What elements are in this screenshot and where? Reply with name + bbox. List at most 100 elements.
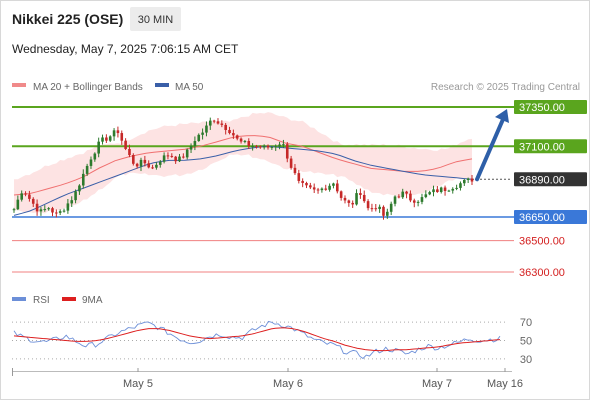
candle-body (447, 190, 451, 192)
candle-body (332, 183, 335, 186)
level-tag-pivot (514, 210, 587, 224)
candle-body (74, 191, 77, 201)
timeframe-badge[interactable] (130, 7, 181, 31)
x-axis: May 5 May 6 May 7 May 16 (12, 368, 523, 390)
ma20-legend-swatch (12, 83, 26, 87)
candle-body (374, 208, 378, 210)
candle-body (97, 141, 100, 154)
candle-body (124, 140, 127, 149)
candle-body (47, 208, 50, 210)
candle-body (389, 203, 393, 212)
candle-body (85, 165, 89, 174)
candle-body (393, 196, 397, 204)
candle-body (289, 158, 293, 168)
candle-body (278, 144, 281, 147)
rsi-ma-legend-label: 9MA (82, 295, 103, 306)
candle-body (112, 130, 116, 137)
candle-body (158, 161, 162, 165)
level-tag-label: 37350.00 (519, 102, 565, 114)
candle-body (420, 197, 424, 202)
candle-body (270, 146, 274, 148)
candle-body (55, 212, 58, 214)
candle-body (224, 124, 227, 130)
level-tag-label: 36890.00 (519, 174, 565, 186)
candlesticks (12, 117, 474, 220)
candle-body (262, 145, 266, 148)
rsi-ma-legend-swatch (62, 297, 76, 301)
candle-body (151, 167, 154, 169)
candle-body (193, 141, 197, 146)
ma50-legend-label: MA 50 (175, 82, 204, 93)
candle-body (132, 155, 135, 164)
candle-body (424, 194, 428, 198)
candle-body (205, 125, 208, 133)
x-tick-label: May 16 (487, 378, 523, 390)
candle-body (170, 155, 174, 157)
candle-body (405, 191, 408, 194)
candle-body (432, 189, 435, 193)
candle-body (409, 193, 412, 201)
candle-body (366, 201, 370, 209)
candle-body (339, 191, 343, 198)
rsi-ma-line (13, 327, 501, 352)
rsi-legend-label: RSI (33, 295, 50, 306)
bollinger-band-area (14, 112, 472, 214)
candle-body (155, 164, 158, 168)
timestamp: Wednesday, May 7, 2025 7:06:15 AM CET (12, 42, 239, 56)
candle-body (455, 187, 458, 189)
candle-body (128, 148, 131, 156)
ma20-line (13, 135, 473, 196)
candle-body (255, 146, 258, 148)
candle-body (28, 194, 31, 199)
candle-body (120, 133, 124, 141)
candle-body (274, 146, 278, 148)
candle-body (335, 183, 339, 192)
candle-body (436, 189, 439, 193)
x-tick-label: May 7 (422, 378, 452, 390)
rsi-tick-label: 30 (520, 354, 532, 366)
ma50-legend-swatch (155, 83, 169, 87)
candle-body (93, 153, 97, 160)
level-tag-label: 36650.00 (519, 212, 565, 224)
candle-body (62, 210, 66, 212)
candle-body (35, 203, 39, 212)
candle-body (428, 192, 431, 195)
candle-body (443, 187, 447, 191)
candle-body (66, 203, 70, 211)
candle-body (362, 194, 366, 202)
candle-body (189, 145, 193, 150)
x-tick-label: May 5 (123, 378, 153, 390)
candle-body (201, 132, 204, 135)
candle-body (78, 185, 81, 192)
candle-body (451, 188, 455, 191)
ma50-line (13, 145, 473, 216)
candle-body (312, 187, 316, 190)
candle-body (378, 206, 381, 210)
candle-body (459, 183, 462, 188)
level-tag-last (514, 172, 587, 187)
candle-body (81, 173, 85, 186)
forecast-arrow (475, 109, 509, 182)
candle-body (328, 185, 331, 190)
candle-body (197, 134, 201, 142)
candle-body (101, 137, 104, 142)
candle-body (70, 200, 74, 204)
candle-body (232, 133, 235, 136)
candle-body (182, 156, 185, 158)
candle-body (463, 180, 466, 184)
candle-body (105, 137, 108, 141)
candle-body (259, 146, 262, 148)
candle-body (12, 209, 16, 211)
candle-body (320, 188, 324, 191)
candle-body (139, 159, 143, 167)
candle-body (347, 200, 351, 203)
candle-body (162, 155, 166, 162)
candle-body (316, 189, 320, 191)
candle-body (243, 140, 247, 142)
candle-body (266, 145, 270, 148)
forecast-arrow-shaft (475, 115, 506, 182)
candle-body (397, 196, 401, 198)
candle-body (382, 206, 385, 216)
candle-body (309, 185, 312, 188)
